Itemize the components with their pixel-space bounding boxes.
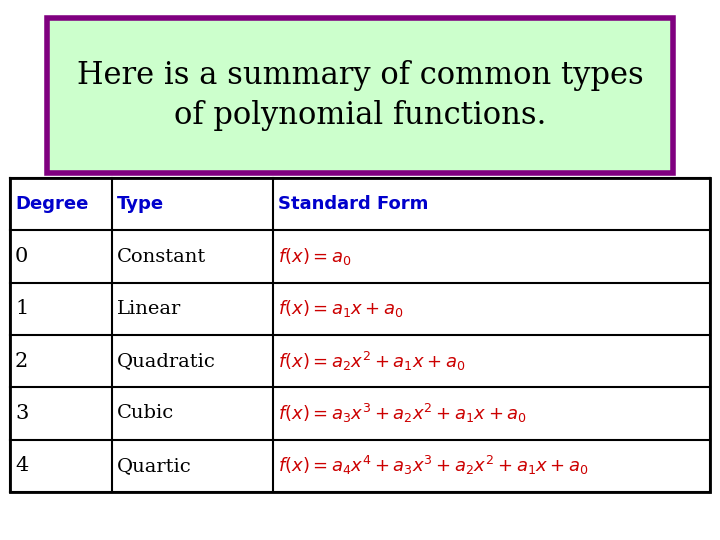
Text: $f(x) = a_0$: $f(x) = a_0$: [277, 246, 351, 267]
Text: 4: 4: [15, 456, 28, 475]
Text: 2: 2: [15, 352, 28, 370]
Text: Linear: Linear: [117, 300, 181, 318]
FancyBboxPatch shape: [47, 18, 673, 173]
Text: $f(x) = a_3x^3 + a_2x^2 + a_1x + a_0$: $f(x) = a_3x^3 + a_2x^2 + a_1x + a_0$: [277, 402, 526, 425]
Text: Degree: Degree: [15, 195, 89, 213]
Text: 0: 0: [15, 247, 28, 266]
Text: Type: Type: [117, 195, 163, 213]
Text: 3: 3: [15, 404, 28, 423]
Text: Quadratic: Quadratic: [117, 352, 215, 370]
Text: Constant: Constant: [117, 247, 206, 266]
Text: $f(x) = a_4x^4 + a_3x^3 + a_2x^2 + a_1x + a_0$: $f(x) = a_4x^4 + a_3x^3 + a_2x^2 + a_1x …: [277, 454, 588, 477]
Text: 1: 1: [15, 299, 28, 319]
Text: Quartic: Quartic: [117, 457, 192, 475]
Text: Cubic: Cubic: [117, 404, 174, 422]
Text: $f(x) = a_2x^2 + a_1x + a_0$: $f(x) = a_2x^2 + a_1x + a_0$: [277, 349, 465, 373]
Text: Here is a summary of common types
of polynomial functions.: Here is a summary of common types of pol…: [76, 60, 644, 131]
Bar: [10, 178, 710, 492]
Text: Standard Form: Standard Form: [277, 195, 428, 213]
Text: $f(x) = a_1x + a_0$: $f(x) = a_1x + a_0$: [277, 298, 403, 319]
